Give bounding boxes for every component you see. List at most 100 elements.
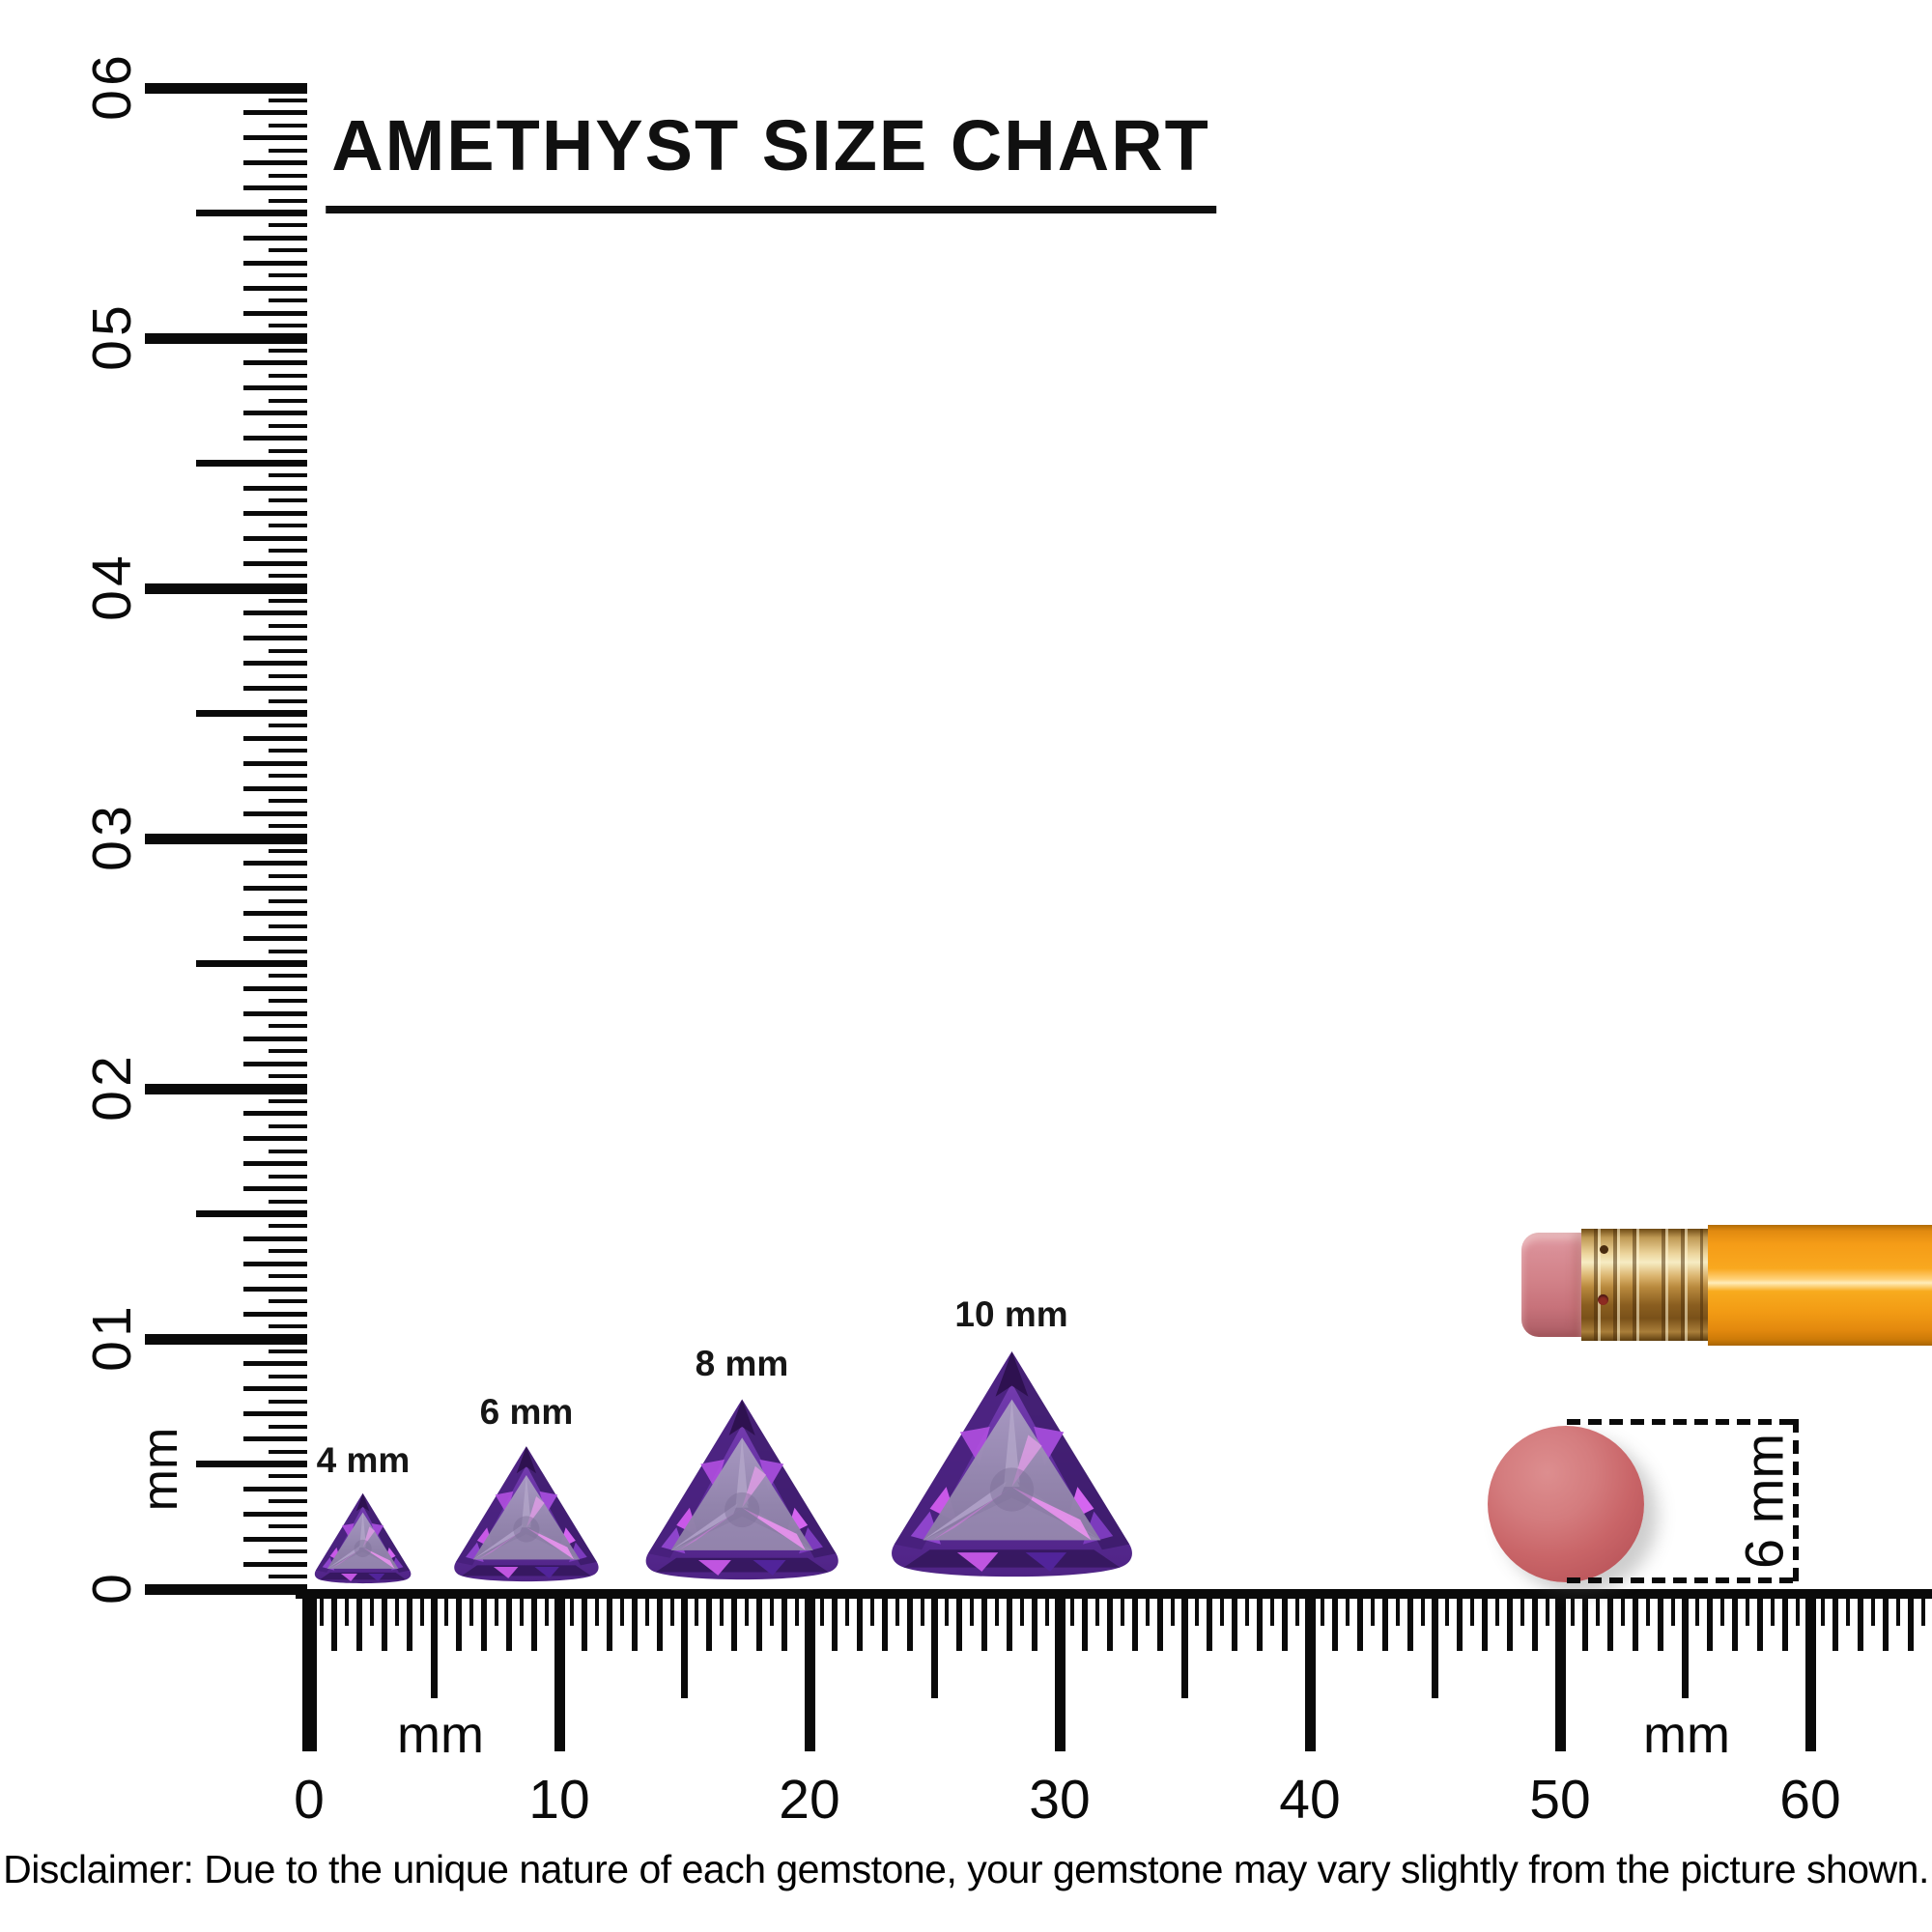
hruler-number-10: 10 [528,1769,590,1831]
hruler-tick-halfmm [1645,1589,1650,1626]
vruler-tick-mm [243,1436,307,1442]
vruler-tick-halfmm [269,1098,307,1103]
pencil-eraser [1521,1233,1582,1337]
hruler-tick-halfmm [394,1589,399,1626]
hruler-tick-halfmm [1820,1589,1825,1626]
vruler-tick-halfmm [269,448,307,453]
vruler-tick-mm [243,185,307,191]
vruler-tick-halfmm [269,398,307,403]
hruler-tick-mm [1732,1589,1739,1651]
vruler-tick-halfmm [269,1449,307,1454]
vruler-tick-mm [243,686,307,692]
vruler-digit: 3 [81,806,143,837]
hruler-tick-halfmm [819,1589,824,1626]
hruler-tick-halfmm [695,1589,699,1626]
vruler-tick-halfmm [269,248,307,253]
hruler-tick-halfmm [1120,1589,1124,1626]
hruler-tick-mm [1581,1589,1588,1651]
vruler-tick-5mm [196,960,307,967]
hruler-tick-major [554,1589,565,1751]
vruler-tick-halfmm [269,1575,307,1579]
hruler-number-20: 20 [779,1769,840,1831]
hruler-tick-mm [506,1589,513,1651]
hruler-tick-halfmm [1670,1589,1675,1626]
hruler-tick-mm [1257,1589,1264,1651]
hruler-number-30: 30 [1029,1769,1091,1831]
hruler-tick-halfmm [469,1589,474,1626]
vruler-tick-halfmm [269,1199,307,1204]
amethyst-gem-4mm [315,1493,412,1584]
vruler-tick-mm [243,385,307,391]
hruler-tick-halfmm [319,1589,324,1626]
vruler-tick-major [145,582,307,594]
eraser-measure-label: 6 mm [1733,1434,1795,1569]
vruler-tick-halfmm [269,1374,307,1378]
vruler-tick-mm [243,260,307,266]
vruler-tick-halfmm [269,673,307,678]
pencil-ferrule [1581,1229,1708,1341]
hruler-tick-mm [1282,1589,1289,1651]
vruler-tick-mm [243,785,307,791]
hruler-tick-halfmm [1570,1589,1575,1626]
vruler-tick-mm [243,510,307,516]
vruler-tick-mm [243,1010,307,1016]
hruler-tick-halfmm [1796,1589,1801,1626]
vruler-tick-major [145,332,307,344]
hruler-tick-halfmm [1595,1589,1600,1626]
hruler-tick-mm [1606,1589,1613,1651]
vruler-tick-halfmm [269,1074,307,1079]
hruler-tick-mm [1081,1589,1088,1651]
vruler-tick-mm [243,1286,307,1292]
vruler-tick-mm [243,535,307,541]
hruler-tick-halfmm [1720,1589,1725,1626]
vruler-digit: 0 [81,90,143,121]
hruler-tick-halfmm [495,1589,499,1626]
hruler-tick-halfmm [920,1589,924,1626]
hruler-tick-mm [1707,1589,1714,1651]
hruler-tick-5mm [1682,1589,1689,1698]
measure-dash-top [1567,1419,1799,1425]
vruler-tick-mm [243,810,307,816]
hruler-tick-major [1054,1589,1065,1751]
vruler-tick-halfmm [269,324,307,328]
hruler-unit-label-right: mm [1643,1706,1730,1764]
vruler-number-0: 0 [81,1572,143,1606]
hruler-tick-mm [1857,1589,1863,1651]
hruler-tick-5mm [431,1589,438,1698]
vruler-tick-mm [243,1186,307,1192]
vruler-tick-halfmm [269,198,307,203]
hruler-tick-mm [1032,1589,1038,1651]
hruler-tick-5mm [681,1589,688,1698]
vruler-tick-mm [243,411,307,416]
vruler-tick-mm [243,661,307,667]
hruler-tick-major [1304,1589,1316,1751]
hruler-tick-mm [581,1589,587,1651]
vruler-tick-halfmm [269,1049,307,1054]
hruler-tick-halfmm [1370,1589,1375,1626]
hruler-tick-halfmm [869,1589,874,1626]
vruler-tick-mm [243,861,307,867]
vruler-tick-mm [243,1236,307,1241]
vruler-tick-mm [243,1511,307,1517]
hruler-tick-mm [956,1589,963,1651]
vruler-tick-halfmm [269,774,307,779]
hruler-tick-halfmm [1145,1589,1150,1626]
round-eraser [1488,1426,1644,1582]
amethyst-gem-8mm [645,1399,838,1579]
vruler-tick-mm [243,985,307,991]
hruler-tick-mm [1131,1589,1138,1651]
vruler-digit: 6 [81,55,143,86]
hruler-tick-major [301,1589,317,1751]
vruler-tick-mm [243,1386,307,1392]
vruler-digit: 0 [81,840,143,871]
hruler-tick-halfmm [1270,1589,1275,1626]
vruler-tick-mm [243,360,307,366]
vruler-tick-mm [243,1486,307,1492]
ferrule-rivet-bottom [1598,1294,1608,1305]
hruler-tick-halfmm [1345,1589,1350,1626]
vruler-tick-halfmm [269,1499,307,1504]
vruler-tick-halfmm [269,724,307,728]
